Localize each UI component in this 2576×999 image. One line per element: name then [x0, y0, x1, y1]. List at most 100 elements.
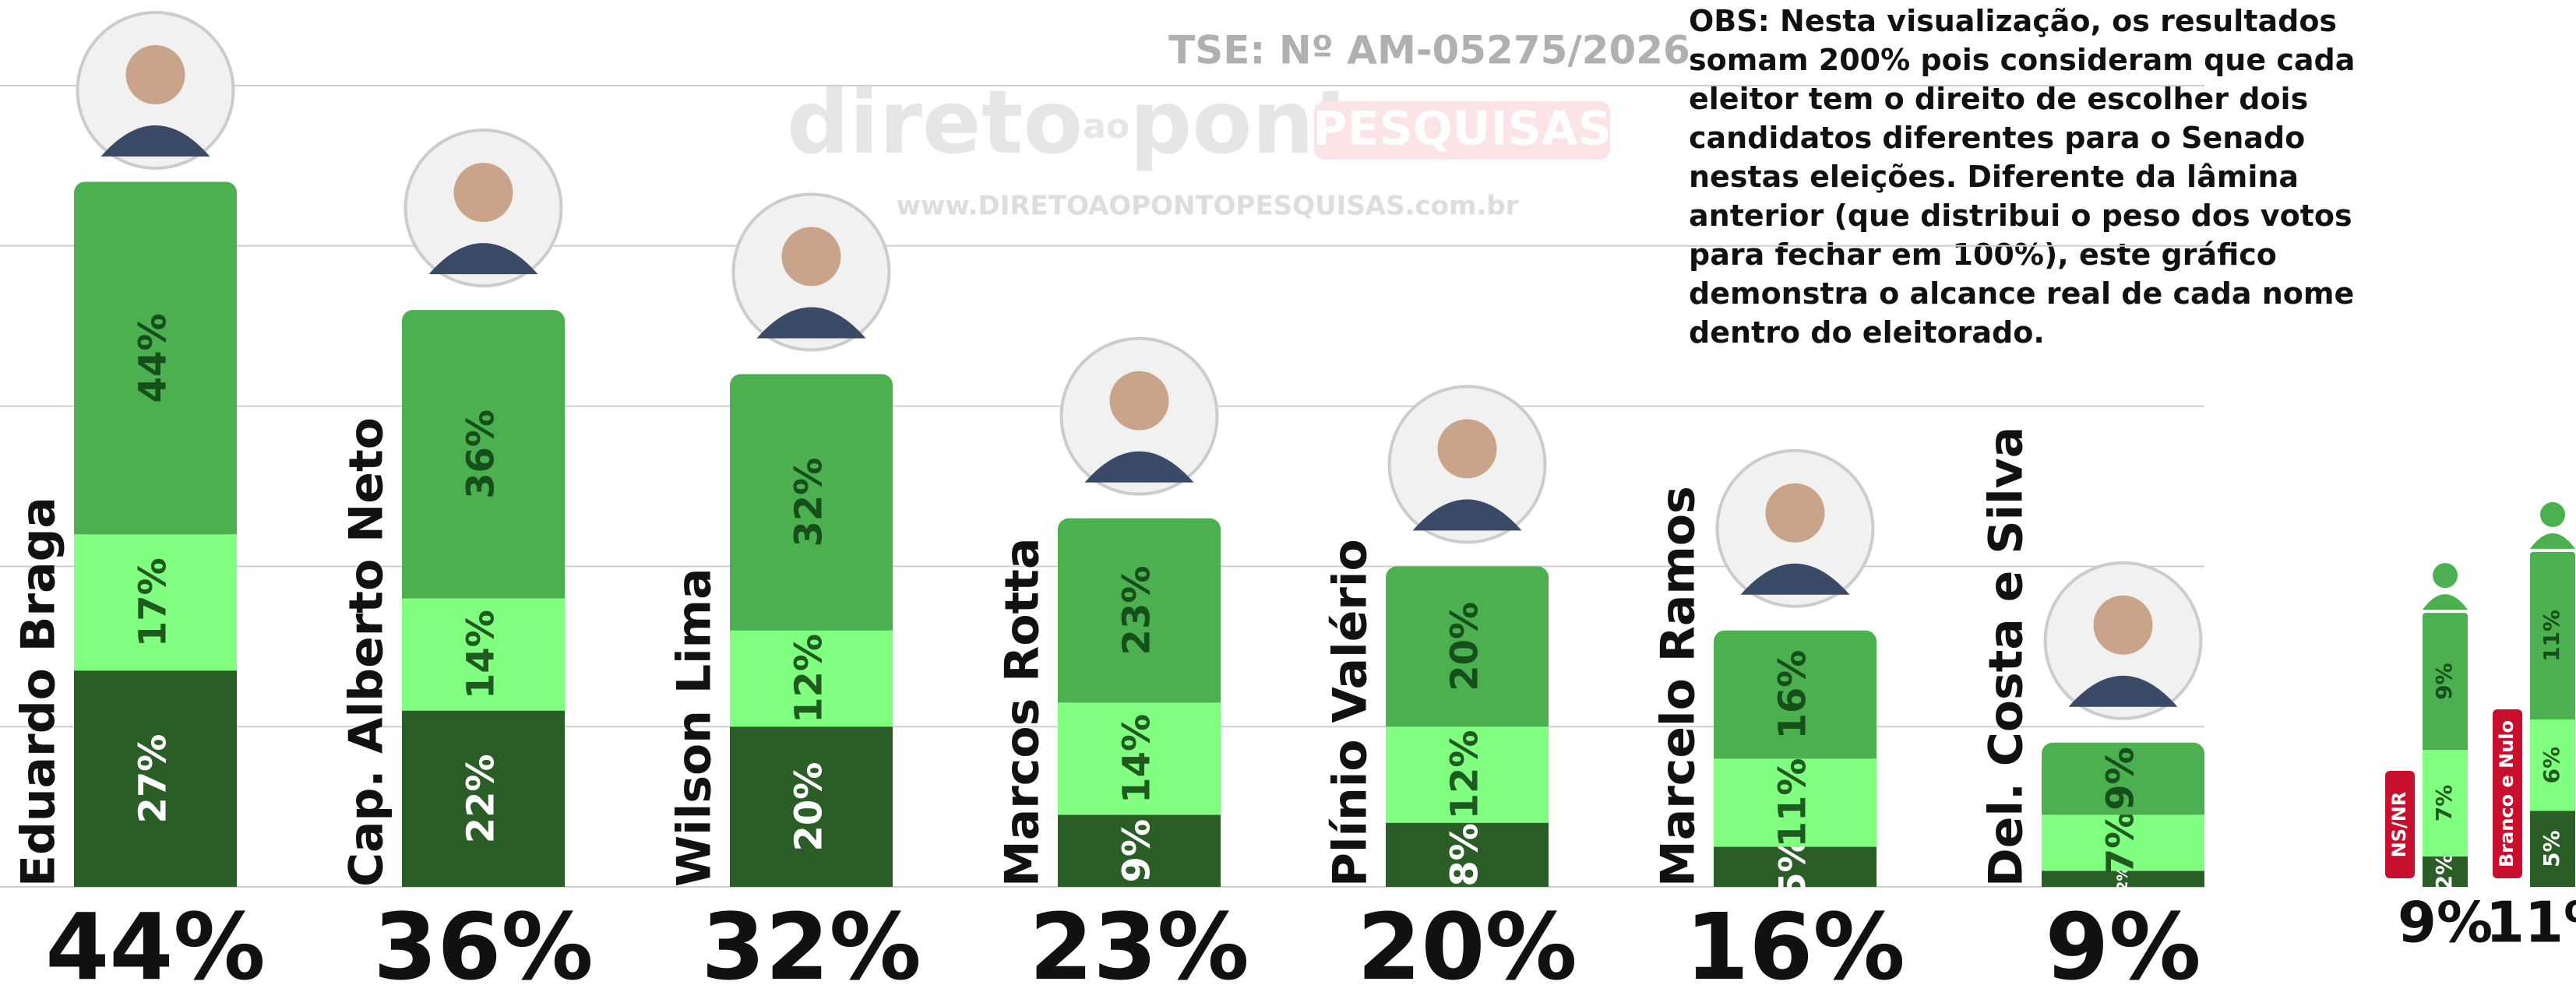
total-label: 11% [2486, 890, 2576, 955]
segment-label: 11% [1771, 758, 1815, 848]
person-icon-body [2530, 533, 2575, 549]
bar-segment [2530, 811, 2575, 887]
person-icon-head [2433, 563, 2458, 589]
brand-part: ao [1083, 107, 1129, 146]
segment-label: 20% [1443, 602, 1487, 691]
photo-head [2093, 595, 2153, 655]
photo-body [2068, 675, 2178, 707]
segment-label: 20% [788, 762, 831, 852]
note-line: candidatos diferentes para o Senado [1689, 121, 2305, 155]
brand-tag: PESQUISAS [1313, 102, 1611, 157]
bar-segment-joint [1386, 582, 1549, 727]
total-label: 16% [1685, 893, 1905, 999]
segment-label: 7% [2099, 811, 2143, 875]
category-label: Wilson Lima [668, 568, 722, 887]
photo-head [1437, 419, 1497, 479]
bar-segment [402, 598, 565, 711]
category-label: Marcos Rotta [996, 538, 1050, 887]
total-label: 23% [1029, 893, 1249, 999]
bar-segment [1714, 846, 1876, 887]
note-line: demonstra o alcance real de cada nome [1689, 276, 2354, 311]
bar-segment-joint [2530, 567, 2575, 719]
segment-label: 11% [2539, 610, 2564, 662]
segment-label: 9% [2431, 663, 2457, 700]
bar-segment-joint [2042, 758, 2204, 815]
bar-segment [74, 534, 237, 671]
bar-segment-joint [402, 325, 565, 599]
category-label: NS/NR [2388, 792, 2410, 858]
segment-label: 14% [1115, 714, 1159, 804]
segment-label: 22% [460, 754, 503, 843]
person-icon-body [2423, 594, 2468, 610]
segment-label: 16% [1771, 650, 1815, 740]
category-label: Marcelo Ramos [1651, 486, 1706, 887]
bar-segment [2042, 814, 2204, 871]
note: OBS: Nesta visualização, os resultados so… [1689, 4, 2355, 350]
photo-body [1084, 451, 1194, 483]
bar-segment [402, 710, 565, 887]
segment-label: 2% [2431, 853, 2457, 891]
category-box [2493, 709, 2522, 878]
note-line: anterior (que distribui o peso dos votos [1689, 199, 2352, 233]
bar-segment [1386, 726, 1549, 823]
bar-segment [730, 630, 893, 727]
category-label: Eduardo Braga [12, 497, 66, 887]
total-label: 32% [701, 893, 921, 999]
brand-url: www.DIRETOAOPONTOPESQUISAS.com.br [897, 191, 1519, 222]
segment-label: 6% [2539, 747, 2564, 784]
bar-segment [74, 670, 237, 887]
photo-body [428, 243, 538, 275]
total-label: 9% [2398, 890, 2493, 955]
photo-body [756, 307, 866, 339]
photo-head [1765, 483, 1825, 543]
bar-segment-joint [730, 389, 893, 631]
bar-segment [2423, 856, 2468, 887]
note-line: somam 200% pois consideram que cada [1689, 43, 2355, 77]
note-line: dentro do eleitorado. [1689, 315, 2045, 350]
total-label: 44% [45, 893, 265, 999]
bar-segment [2042, 871, 2204, 887]
segment-label: 2% [2115, 867, 2131, 891]
note-line: para fechar em 100%), este gráfico [1689, 237, 2277, 272]
photo-body [1412, 499, 1522, 531]
bar-segment-joint [2423, 628, 2468, 751]
segment-label: 9% [1115, 819, 1159, 883]
segment-label: 12% [1443, 730, 1487, 819]
category-box [2385, 771, 2415, 878]
segment-label: 27% [132, 734, 175, 824]
segment-label: 9% [2099, 747, 2143, 810]
segment-label: 36% [460, 410, 503, 499]
segment-label: 5% [2539, 830, 2564, 867]
note-line: OBS: Nesta visualização, os resultados [1689, 4, 2337, 38]
segment-label: 23% [1115, 566, 1159, 656]
photo-body [100, 125, 210, 157]
segment-label: 12% [788, 634, 831, 723]
total-label: 9% [2045, 893, 2201, 999]
person-icon-head [2540, 501, 2565, 527]
bar-segment-joint [74, 197, 237, 535]
segment-label: 32% [788, 458, 831, 547]
registration: TSE: Nº AM-05275/2026 [1168, 28, 1690, 73]
category-label: Cap. Alberto Neto [340, 417, 394, 887]
note-line: eleitor tem o direito de escolher dois [1689, 82, 2308, 116]
photo-body [1740, 563, 1850, 595]
bar-segment [1058, 814, 1221, 887]
segment-label: 7% [2431, 785, 2457, 822]
photo-head [453, 163, 513, 223]
bar-segment [1058, 702, 1221, 815]
segment-label: 17% [132, 558, 175, 647]
photo-head [125, 45, 185, 104]
photo-head [781, 227, 841, 287]
bar-segment [1386, 822, 1549, 887]
bar-segment-joint [1058, 533, 1221, 703]
brand-part: direto [787, 72, 1083, 174]
bar-segment [730, 726, 893, 887]
brand-tag-box [1314, 101, 1610, 160]
segment-label: 44% [132, 313, 175, 403]
category-label: Plínio Valério [1323, 539, 1378, 887]
segment-label: 14% [460, 610, 503, 699]
bar-segment [1714, 758, 1876, 847]
total-label: 36% [373, 893, 593, 999]
category-label: Branco e Nulo [2496, 720, 2518, 867]
